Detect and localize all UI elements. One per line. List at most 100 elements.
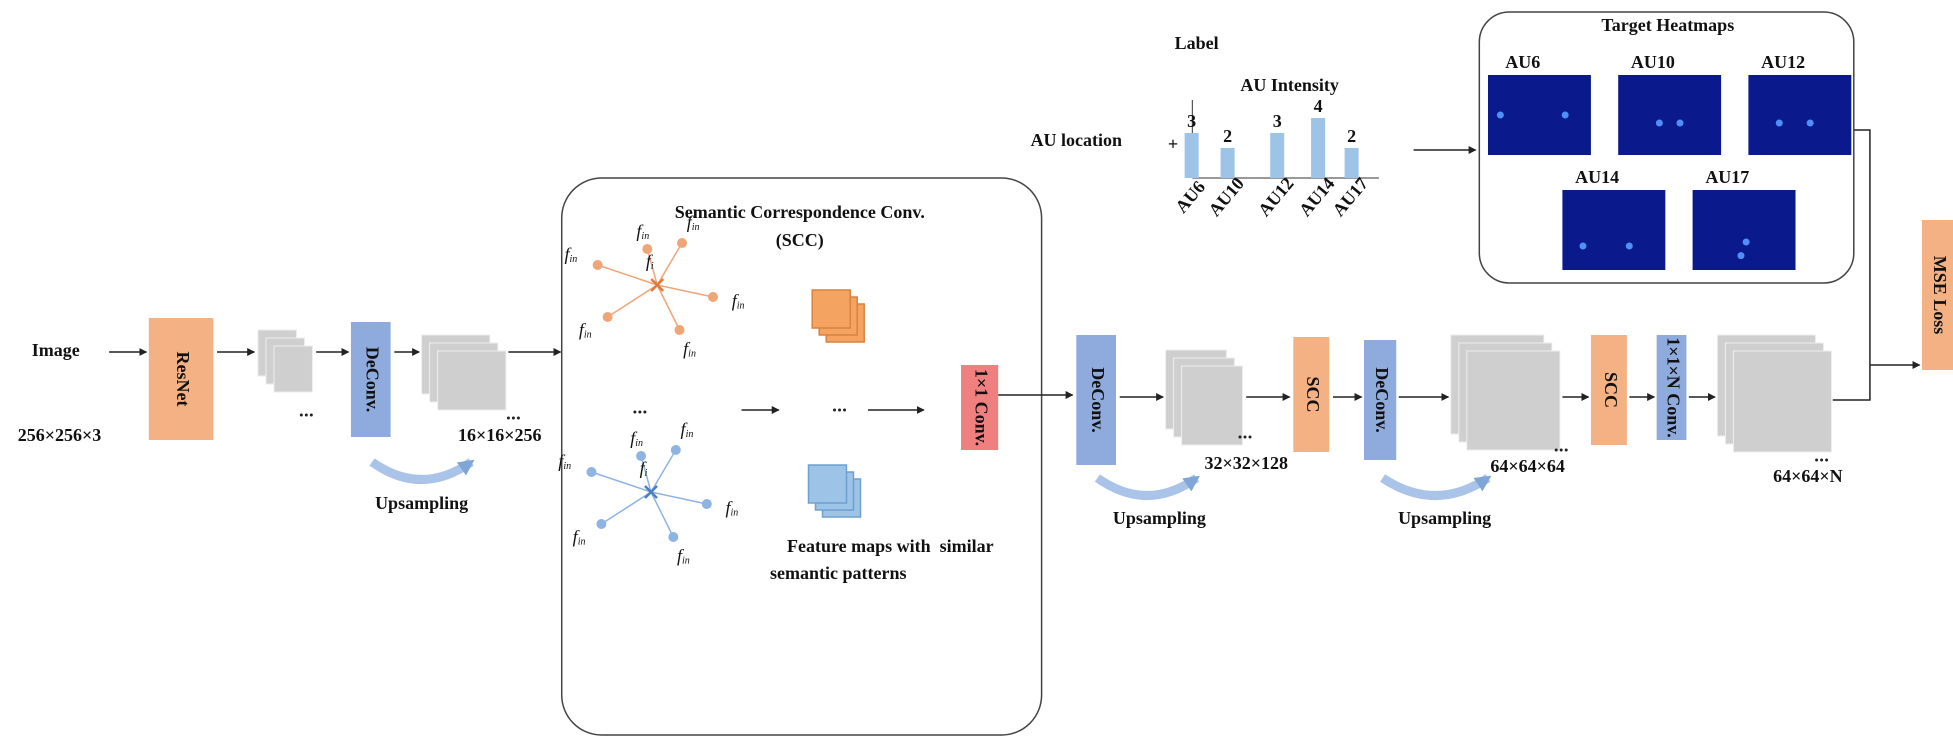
upsampling-arrow (1383, 478, 1488, 496)
graph-center (651, 279, 663, 291)
ellipsis-dot (638, 411, 641, 414)
label: 256×256×3 (18, 425, 102, 445)
node-label-sub: i (645, 468, 648, 479)
heatmap-peak (1676, 120, 1683, 127)
scc-block-label: SCC (1303, 376, 1323, 412)
heatmap-peak (1626, 243, 1633, 250)
label: AU Intensity (1240, 75, 1339, 95)
ellipsis-dot (1249, 436, 1252, 439)
heatmap (1618, 75, 1721, 155)
heatmap (1562, 190, 1665, 270)
label: AU location (1031, 130, 1123, 150)
feature-cube (812, 290, 850, 328)
ellipsis-dot (1825, 459, 1828, 462)
node-label: fi (640, 458, 648, 479)
graph-edge (601, 492, 651, 524)
label: Semantic Correspondence Conv. (675, 202, 925, 222)
label: Upsampling (1113, 508, 1206, 528)
x-tick-label: AU14 (1295, 174, 1339, 221)
node-label-sub: in (641, 231, 649, 242)
loss-block-label: MSE Loss (1930, 256, 1950, 335)
label: 64×64×N (1773, 466, 1843, 486)
ellipsis-dot (310, 414, 313, 417)
ellipsis-dot (300, 414, 303, 417)
resnet-block-label: ResNet (173, 352, 193, 407)
bar (1270, 133, 1284, 178)
graph-node (671, 445, 681, 455)
feature-map (1182, 366, 1243, 445)
node-label: fin (681, 419, 694, 440)
node-label-sub: in (578, 537, 586, 548)
value-label: 2 (1223, 126, 1232, 146)
graph-node (593, 260, 603, 270)
ellipsis-dot (838, 409, 841, 412)
node-label-sub: in (692, 222, 700, 233)
node-label: fin (564, 244, 577, 265)
node-label-sub: in (563, 461, 571, 472)
deconv-block-label: DeConv. (1088, 367, 1108, 433)
label: semantic patterns (770, 563, 906, 583)
graph-edge (651, 492, 707, 504)
ellipsis-dot (833, 409, 836, 412)
feature-cube (808, 465, 846, 503)
value-label: 3 (1187, 111, 1196, 131)
label: Target Heatmaps (1601, 15, 1734, 35)
ellipsis-dot (843, 409, 846, 412)
heatmap-peak (1807, 120, 1814, 127)
feature-map (438, 351, 506, 410)
deconv-block-label: DeConv. (1372, 367, 1392, 433)
node-label: fi (646, 251, 654, 272)
node-label-sub: in (686, 429, 694, 440)
heatmap-peak (1497, 112, 1504, 119)
ellipsis-dot (305, 414, 308, 417)
x-tick-label: AU6 (1171, 177, 1209, 217)
graph-node (668, 532, 678, 542)
graph-node (603, 312, 613, 322)
ellipsis-dot (1560, 449, 1563, 452)
node-label-sub: in (688, 349, 696, 360)
graph-edge (608, 285, 658, 317)
node-label: fin (732, 291, 745, 312)
label: (SCC) (776, 230, 824, 251)
graph-edge (657, 243, 682, 285)
label: AU12 (1761, 52, 1805, 72)
ellipsis-dot (1239, 436, 1242, 439)
heatmap-peak (1743, 239, 1750, 246)
label: + (1168, 134, 1178, 154)
scc-block-label: SCC (1601, 372, 1621, 408)
label: 64×64×64 (1490, 456, 1565, 476)
heatmap-peak (1562, 112, 1569, 119)
graph-edge (657, 285, 679, 330)
heatmap (1693, 190, 1796, 270)
graph-node (675, 325, 685, 335)
label: AU10 (1631, 52, 1675, 72)
graph-edge (651, 450, 676, 492)
graph-node (596, 519, 606, 529)
ellipsis-dot (512, 417, 515, 420)
graph-node (708, 292, 718, 302)
graph-edge (651, 492, 673, 537)
ellipsis-dot (517, 417, 520, 420)
value-label: 4 (1314, 96, 1323, 116)
scc-module-box (562, 178, 1042, 735)
feature-map (1733, 351, 1831, 452)
node-label-sub: in (635, 438, 643, 449)
value-label: 3 (1273, 111, 1282, 131)
graph-node (702, 499, 712, 509)
node-label-sub: in (570, 254, 578, 265)
heatmap-peak (1579, 243, 1586, 250)
conv-block-label: 1×1×N Conv. (1663, 337, 1683, 438)
x-tick-label: AU17 (1328, 174, 1372, 221)
ellipsis-dot (643, 411, 646, 414)
ellipsis-dot (507, 417, 510, 420)
bar (1185, 133, 1199, 178)
node-label-sub: in (731, 508, 739, 519)
node-label: fin (558, 451, 571, 472)
label: Upsampling (1398, 508, 1491, 528)
node-label: fin (683, 338, 696, 359)
ellipsis-dot (633, 411, 636, 414)
graph-center (645, 486, 657, 498)
ellipsis-dot (1815, 459, 1818, 462)
label: Feature maps with similar (787, 536, 994, 556)
node-label-sub: in (682, 556, 690, 567)
